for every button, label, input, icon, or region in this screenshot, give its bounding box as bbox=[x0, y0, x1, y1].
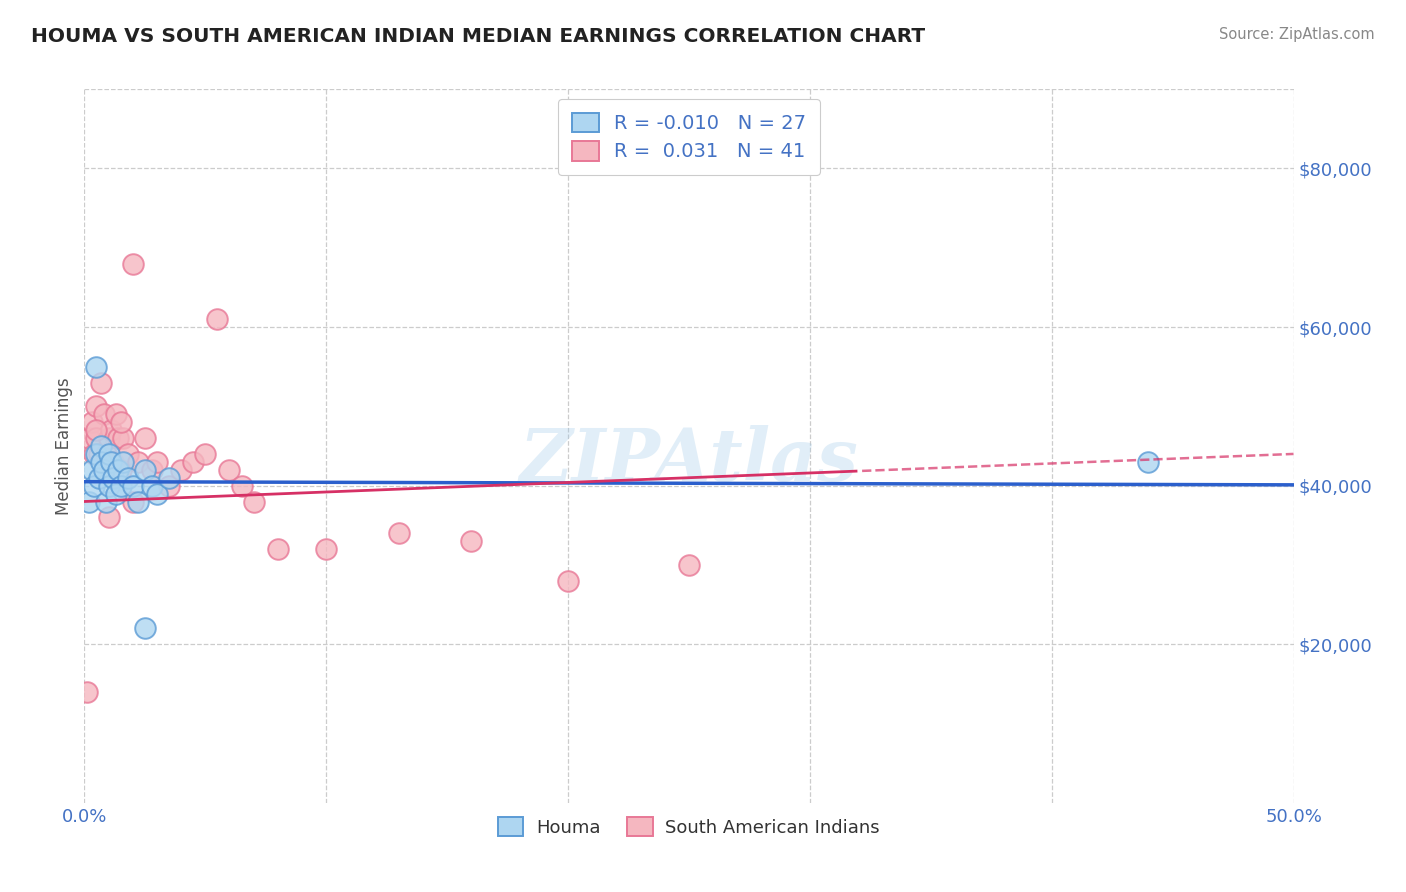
Point bbox=[83, 447, 105, 461]
Point bbox=[141, 463, 163, 477]
Point bbox=[112, 455, 135, 469]
Point bbox=[100, 423, 122, 437]
Point bbox=[97, 447, 120, 461]
Point bbox=[157, 471, 180, 485]
Point bbox=[460, 534, 482, 549]
Point bbox=[170, 463, 193, 477]
Point bbox=[218, 463, 240, 477]
Point bbox=[86, 431, 108, 445]
Point bbox=[93, 407, 115, 421]
Point bbox=[97, 478, 120, 492]
Point bbox=[146, 455, 169, 469]
Text: Source: ZipAtlas.com: Source: ZipAtlas.com bbox=[1219, 27, 1375, 42]
Point bbox=[117, 471, 139, 485]
Point bbox=[86, 447, 108, 461]
Point bbox=[104, 486, 127, 500]
Point bbox=[117, 447, 139, 461]
Point bbox=[231, 478, 253, 492]
Point bbox=[107, 463, 129, 477]
Point bbox=[146, 486, 169, 500]
Point bbox=[87, 447, 110, 461]
Point bbox=[181, 455, 204, 469]
Y-axis label: Median Earnings: Median Earnings bbox=[55, 377, 73, 515]
Legend: Houma, South American Indians: Houma, South American Indians bbox=[491, 810, 887, 844]
Point bbox=[112, 431, 135, 445]
Point bbox=[127, 494, 149, 508]
Point bbox=[97, 510, 120, 524]
Text: HOUMA VS SOUTH AMERICAN INDIAN MEDIAN EARNINGS CORRELATION CHART: HOUMA VS SOUTH AMERICAN INDIAN MEDIAN EA… bbox=[31, 27, 925, 45]
Point bbox=[86, 400, 108, 414]
Point bbox=[207, 312, 229, 326]
Point bbox=[83, 478, 105, 492]
Point bbox=[194, 447, 217, 461]
Point bbox=[100, 455, 122, 469]
Point bbox=[90, 376, 112, 390]
Point bbox=[134, 463, 156, 477]
Point bbox=[110, 478, 132, 492]
Point bbox=[134, 621, 156, 635]
Point bbox=[77, 431, 100, 445]
Point bbox=[80, 415, 103, 429]
Point bbox=[141, 478, 163, 492]
Point bbox=[121, 478, 143, 492]
Point bbox=[1137, 455, 1160, 469]
Text: ZIPAtlas: ZIPAtlas bbox=[520, 425, 858, 496]
Point bbox=[121, 257, 143, 271]
Point bbox=[90, 455, 112, 469]
Point bbox=[87, 471, 110, 485]
Point bbox=[77, 494, 100, 508]
Point bbox=[107, 431, 129, 445]
Point bbox=[110, 415, 132, 429]
Point bbox=[97, 431, 120, 445]
Point bbox=[388, 526, 411, 541]
Point bbox=[86, 359, 108, 374]
Point bbox=[104, 407, 127, 421]
Point bbox=[242, 494, 264, 508]
Point bbox=[76, 685, 98, 699]
Point bbox=[110, 463, 132, 477]
Point bbox=[86, 423, 108, 437]
Point bbox=[134, 431, 156, 445]
Point bbox=[315, 542, 337, 557]
Point bbox=[127, 455, 149, 469]
Point bbox=[90, 439, 112, 453]
Point bbox=[157, 478, 180, 492]
Point bbox=[103, 471, 125, 485]
Point bbox=[121, 494, 143, 508]
Point bbox=[94, 447, 117, 461]
Point bbox=[93, 463, 115, 477]
Point bbox=[557, 574, 579, 588]
Point bbox=[678, 558, 700, 572]
Point bbox=[94, 494, 117, 508]
Point bbox=[80, 463, 103, 477]
Point bbox=[103, 455, 125, 469]
Point bbox=[267, 542, 290, 557]
